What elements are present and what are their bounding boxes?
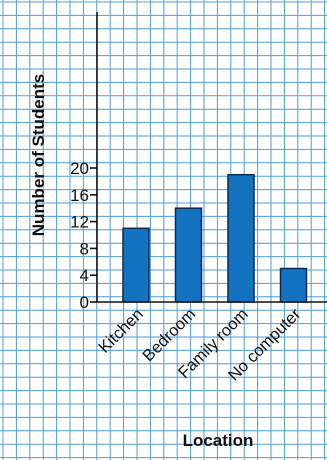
bar-no-computer [279, 267, 308, 303]
bar-kitchen [122, 227, 150, 303]
y-tick-label: 8 [80, 239, 89, 258]
y-tick-labels: 0 4 8 12 16 20 [70, 159, 89, 312]
y-tick-label: 12 [70, 213, 89, 232]
bar-family-room [227, 173, 255, 303]
x-category-label: Kitchen [95, 305, 147, 357]
y-tick-label: 0 [80, 293, 89, 312]
y-axis-title: Number of Students [29, 74, 48, 236]
axes [90, 12, 327, 303]
bar-bedroom [174, 207, 203, 303]
y-tick-label: 4 [80, 266, 89, 285]
y-tick-label: 16 [70, 186, 89, 205]
y-tick-label: 20 [70, 159, 89, 178]
x-axis-title: Location [183, 431, 254, 450]
bars [122, 173, 308, 303]
